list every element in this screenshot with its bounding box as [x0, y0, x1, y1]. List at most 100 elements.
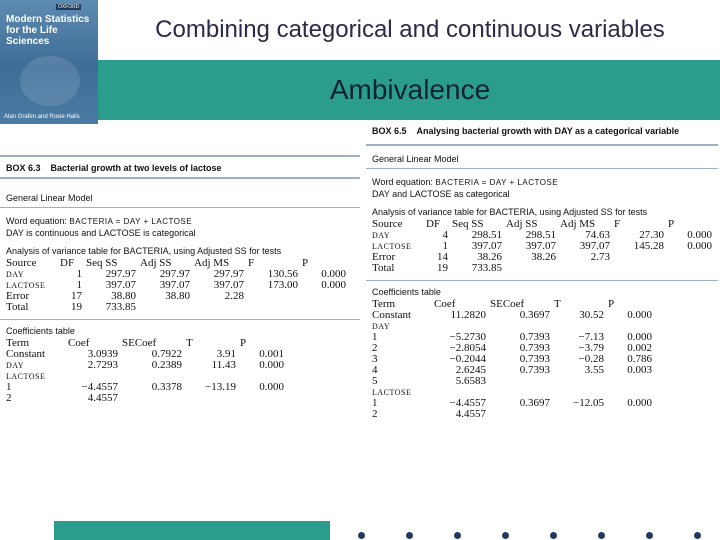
table-cell: Total	[372, 262, 395, 274]
box-title: Analysing bacterial growth with DAY as a…	[416, 126, 680, 136]
table-cell: 3.91	[216, 348, 236, 360]
table-cell: 4.4557	[87, 392, 118, 404]
column-header: Seq SS	[452, 218, 484, 230]
nav-dot[interactable]	[694, 532, 701, 539]
word-eq-text: BACTERIA = DAY + LACTOSE	[435, 178, 559, 187]
table-cell: 298.51	[525, 229, 556, 241]
table-cell: 2.6245	[455, 364, 486, 376]
word-eq-label: Word equation:	[6, 216, 67, 226]
table-row: DAY	[372, 321, 656, 332]
column-header: P	[302, 257, 309, 269]
nav-dot[interactable]	[550, 532, 557, 539]
table-cell	[194, 302, 248, 313]
table-cell: −2.8054	[449, 342, 486, 354]
table-row: Error 17 38.80 38.80 2.28	[6, 291, 350, 302]
table-cell: 5	[372, 375, 378, 387]
column-header: P	[668, 218, 675, 230]
column-header: Term	[372, 298, 396, 310]
table-cell: 2.28	[224, 290, 244, 302]
book-cover-image: OXFORD Modern Statistics for the Life Sc…	[0, 0, 98, 124]
table-cell: −12.05	[573, 397, 604, 409]
slide-title: Combining categorical and continuous var…	[155, 16, 665, 43]
column-header: Adj MS	[194, 257, 230, 269]
coefficients-title: Coefficients table	[372, 287, 441, 297]
table-cell: −0.28	[578, 353, 604, 365]
box-title: Bacterial growth at two levels of lactos…	[50, 163, 222, 173]
nav-dot[interactable]	[358, 532, 365, 539]
table-header-row: Term Coef SECoef T P	[6, 338, 288, 349]
table-cell	[248, 291, 302, 302]
table-cell	[240, 393, 288, 404]
table-cell	[506, 263, 560, 274]
anova-title: Analysis of variance table for BACTERIA,…	[372, 207, 648, 217]
table-cell: 0.000	[627, 397, 652, 409]
column-header: SECoef	[122, 337, 157, 349]
table-cell: 5.6583	[455, 375, 486, 387]
table-cell: DAY	[372, 231, 391, 240]
table-cell	[554, 409, 608, 420]
column-header: Term	[6, 337, 30, 349]
table-cell: 38.80	[111, 290, 136, 302]
table-cell: Error	[372, 251, 396, 263]
column-header: Adj SS	[506, 218, 538, 230]
table-row: LACTOSE	[372, 387, 656, 398]
table-cell: 3	[372, 353, 378, 365]
table-cell: 11.2820	[450, 309, 486, 321]
table-cell: 0.7393	[519, 342, 550, 354]
table-cell	[560, 263, 614, 274]
table-row: 1 −4.4557 0.3378 −13.19 0.000	[6, 382, 288, 393]
nav-dot[interactable]	[598, 532, 605, 539]
table-row: DAY 2.7293 0.2389 11.43 0.000	[6, 360, 288, 371]
nav-dot[interactable]	[646, 532, 653, 539]
column-header: Adj MS	[560, 218, 596, 230]
book-cover-figure	[20, 56, 80, 106]
table-cell: 2	[6, 392, 12, 404]
table-row: LACTOSE 1 397.07 397.07 397.07 173.00 0.000	[6, 280, 350, 291]
table-cell: 74.63	[585, 229, 610, 241]
table-cell: 3.0939	[87, 348, 118, 360]
table-cell	[140, 302, 194, 313]
box-number: BOX 6.5	[372, 126, 407, 136]
table-cell: 397.07	[525, 240, 556, 252]
table-cell: 0.000	[627, 331, 652, 343]
table-cell: 130.56	[267, 268, 298, 280]
table-cell: DAY	[6, 270, 25, 279]
table-cell	[614, 263, 668, 274]
column-header: DF	[426, 218, 441, 230]
table-cell: 0.001	[259, 348, 284, 360]
column-header: Coef	[68, 337, 90, 349]
nav-dot[interactable]	[454, 532, 461, 539]
word-equation: Word equation: BACTERIA = DAY + LACTOSE	[0, 208, 360, 226]
word-equation: Word equation: BACTERIA = DAY + LACTOSE	[366, 169, 718, 187]
table-row: 2 4.4557	[372, 409, 656, 420]
table-cell: LACTOSE	[6, 372, 46, 381]
table-cell	[490, 409, 554, 420]
table-row: DAY 1 297.97 297.97 297.97 130.56 0.000	[6, 269, 350, 280]
nav-dot[interactable]	[406, 532, 413, 539]
table-cell: 397.07	[579, 240, 610, 252]
table-cell: 0.7922	[151, 348, 182, 360]
table-cell: −4.4557	[81, 381, 118, 393]
book-title: Modern Statistics for the Life Sciences	[6, 14, 90, 47]
table-cell: 3.55	[584, 364, 604, 376]
column-header: Seq SS	[86, 257, 118, 269]
column-header: P	[240, 337, 247, 349]
table-row: LACTOSE 1 397.07 397.07 397.07 145.28 0.000	[372, 241, 716, 252]
table-cell: 1	[442, 240, 449, 252]
table-cell: 0.000	[259, 381, 284, 393]
table-cell: 733.85	[105, 301, 136, 313]
table-cell: −7.13	[578, 331, 604, 343]
table-cell: 733.85	[471, 262, 502, 274]
nav-dot[interactable]	[502, 532, 509, 539]
table-cell: 297.97	[105, 268, 136, 280]
variable-note: DAY is continuous and LACTOSE is categor…	[6, 228, 196, 238]
column-header: F	[614, 218, 621, 230]
table-cell: 19	[437, 262, 448, 274]
table-row: 2 4.4557	[6, 393, 288, 404]
table-cell: 30.52	[579, 309, 604, 321]
table-cell: −5.2730	[449, 331, 486, 343]
table-row: DAY 4 298.51 298.51 74.63 27.30 0.000	[372, 230, 716, 241]
table-cell: −4.4557	[449, 397, 486, 409]
table-cell: 0.7393	[519, 353, 550, 365]
table-cell: 397.07	[471, 240, 502, 252]
